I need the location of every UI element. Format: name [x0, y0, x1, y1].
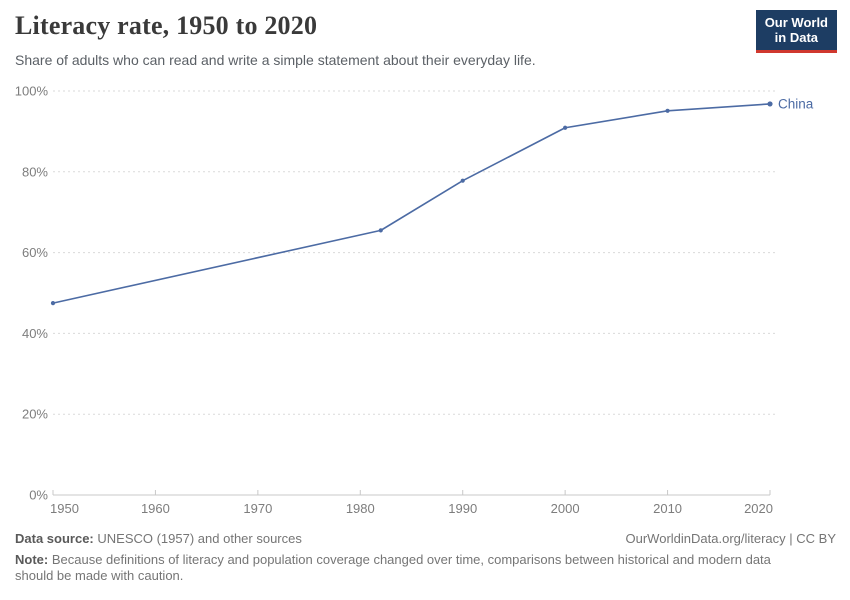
y-axis-tick-label: 20%: [22, 407, 48, 422]
series-label-china[interactable]: China: [778, 96, 814, 111]
x-axis-tick-label: 1980: [346, 501, 375, 516]
x-axis-tick-label: 2010: [653, 501, 682, 516]
owid-logo-line1: Our World: [764, 15, 828, 30]
chart-title: Literacy rate, 1950 to 2020: [15, 11, 318, 40]
x-axis-tick-label: 1990: [448, 501, 477, 516]
data-point: [767, 101, 773, 107]
chart-note: Note: Because definitions of literacy an…: [15, 552, 810, 584]
note-label: Note:: [15, 552, 49, 567]
note-text: Because definitions of literacy and popu…: [15, 552, 771, 583]
data-point: [563, 125, 568, 130]
y-axis-tick-label: 40%: [22, 326, 48, 341]
y-axis-tick-label: 80%: [22, 164, 48, 179]
data-source: Data source: UNESCO (1957) and other sou…: [15, 531, 302, 546]
x-axis-tick-label: 2020: [744, 501, 773, 516]
series-line-china: [52, 103, 771, 304]
y-axis-tick-label: 0%: [29, 488, 48, 503]
x-axis-tick-label: 1950: [50, 501, 79, 516]
data-point: [665, 108, 670, 113]
data-source-label: Data source:: [15, 531, 94, 546]
owid-url-link[interactable]: OurWorldinData.org/literacy | CC BY: [625, 531, 836, 546]
owid-logo-line2: in Data: [774, 30, 819, 46]
chart-subtitle: Share of adults who can read and write a…: [15, 52, 536, 68]
owid-logo[interactable]: Our World in Data: [755, 10, 837, 53]
data-source-text: UNESCO (1957) and other sources: [97, 531, 302, 546]
x-axis-tick-label: 1960: [141, 501, 170, 516]
x-axis-tick-label: 2000: [551, 501, 580, 516]
chart-footer: Data source: UNESCO (1957) and other sou…: [15, 531, 836, 546]
data-point: [50, 301, 56, 306]
data-point: [460, 178, 465, 183]
y-axis-tick-label: 100%: [15, 84, 49, 99]
x-axis-tick-label: 1970: [243, 501, 272, 516]
data-point: [378, 228, 383, 233]
y-axis-tick-label: 60%: [22, 245, 48, 260]
